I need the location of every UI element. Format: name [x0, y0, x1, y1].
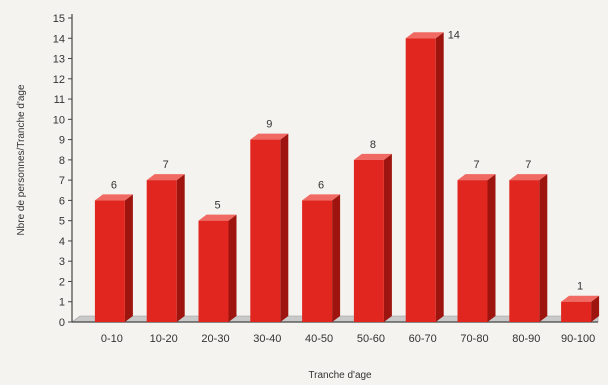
- bar-side: [487, 174, 496, 322]
- bar: [198, 214, 237, 322]
- x-tick-label: 0-10: [101, 333, 123, 345]
- y-tick-label: 14: [53, 33, 65, 45]
- bar-side: [124, 194, 133, 322]
- data-label: 1: [577, 281, 583, 293]
- bar-side: [332, 194, 341, 322]
- y-tick-label: 12: [53, 74, 65, 86]
- data-label: 9: [266, 119, 272, 131]
- bar-top: [94, 194, 133, 201]
- y-tick-label: 4: [59, 236, 65, 248]
- bar-side: [539, 174, 548, 322]
- bar-top: [302, 194, 341, 201]
- bar-side: [435, 32, 444, 323]
- bar-side: [228, 214, 237, 322]
- bar: [509, 174, 548, 322]
- bar-front: [353, 159, 384, 322]
- data-label: 7: [525, 159, 531, 171]
- bar-front: [561, 301, 592, 322]
- data-label: 8: [370, 139, 376, 151]
- y-tick-label: 3: [59, 256, 65, 268]
- bar: [146, 174, 185, 322]
- x-tick-label: 10-20: [150, 333, 178, 345]
- x-tick-label: 20-30: [201, 333, 229, 345]
- bar-front: [302, 200, 333, 322]
- y-tick-label: 10: [53, 114, 65, 126]
- bar-front: [94, 200, 125, 322]
- y-tick-label: 15: [53, 13, 65, 25]
- bar-top: [250, 133, 289, 140]
- y-tick-label: 8: [59, 155, 65, 167]
- y-axis-title: Nbre de personnes/Tranche d'age: [16, 84, 27, 236]
- bar-top: [509, 174, 548, 181]
- data-label: 5: [214, 200, 220, 212]
- y-tick-label: 9: [59, 135, 65, 147]
- bar-top: [353, 153, 392, 160]
- x-axis-title: Tranche d'age: [308, 370, 372, 381]
- bar-front: [457, 180, 488, 322]
- bar-top: [198, 214, 237, 221]
- y-tick-label: 0: [59, 317, 65, 329]
- bar-front: [509, 180, 540, 322]
- bar: [457, 174, 496, 322]
- bar-side: [176, 174, 185, 322]
- data-label: 6: [318, 179, 324, 191]
- data-label: 14: [448, 29, 460, 41]
- x-tick-label: 70-80: [460, 333, 488, 345]
- bar-front: [405, 38, 436, 323]
- bar: [405, 32, 444, 323]
- y-tick-label: 6: [59, 195, 65, 207]
- bar-front: [146, 180, 177, 322]
- data-label: 6: [111, 179, 117, 191]
- bar: [561, 295, 600, 322]
- y-tick-label: 2: [59, 276, 65, 288]
- bar: [94, 194, 133, 322]
- data-label: 7: [163, 159, 169, 171]
- bar-front: [198, 220, 229, 322]
- x-tick-label: 50-60: [357, 333, 385, 345]
- data-label: 7: [473, 159, 479, 171]
- y-tick-label: 7: [59, 175, 65, 187]
- x-tick-label: 90-100: [561, 333, 595, 345]
- y-tick-label: 1: [59, 297, 65, 309]
- x-tick-label: 30-40: [253, 333, 281, 345]
- bar-side: [591, 295, 600, 322]
- y-tick-label: 5: [59, 216, 65, 228]
- bar-side: [280, 133, 289, 322]
- bar-front: [250, 139, 281, 322]
- bar-top: [405, 32, 444, 39]
- y-tick-label: 11: [54, 94, 65, 106]
- x-tick-label: 40-50: [305, 333, 333, 345]
- bar: [353, 153, 392, 322]
- y-tick-label: 13: [53, 54, 65, 66]
- bar-top: [146, 174, 185, 181]
- bar-top: [561, 295, 600, 302]
- x-tick-label: 60-70: [409, 333, 437, 345]
- bar: [302, 194, 341, 322]
- x-tick-label: 80-90: [512, 333, 540, 345]
- bar-side: [383, 153, 392, 322]
- bar: [250, 133, 289, 322]
- bar-top: [457, 174, 496, 181]
